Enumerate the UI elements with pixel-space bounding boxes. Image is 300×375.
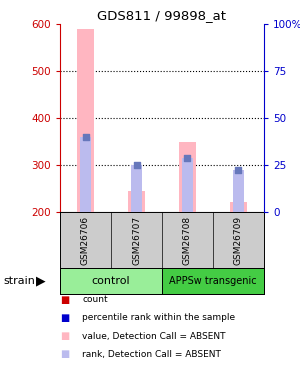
Bar	[60, 268, 162, 294]
Point	[185, 154, 190, 160]
Bar	[131, 165, 142, 212]
Bar	[162, 268, 264, 294]
Text: value, Detection Call = ABSENT: value, Detection Call = ABSENT	[82, 332, 226, 340]
Text: control: control	[92, 276, 130, 286]
Bar	[178, 142, 196, 212]
Bar	[230, 202, 247, 212]
Point	[134, 162, 139, 168]
Title: GDS811 / 99898_at: GDS811 / 99898_at	[98, 9, 226, 22]
Text: rank, Detection Call = ABSENT: rank, Detection Call = ABSENT	[82, 350, 221, 358]
Text: ▶: ▶	[36, 275, 45, 288]
Text: GSM26709: GSM26709	[234, 215, 243, 265]
Text: ■: ■	[60, 331, 69, 341]
Text: ■: ■	[60, 313, 69, 323]
Text: ■: ■	[60, 349, 69, 359]
Bar	[128, 191, 146, 212]
Text: ■: ■	[60, 295, 69, 305]
Bar	[80, 137, 91, 212]
Bar	[233, 170, 244, 212]
Point	[83, 134, 88, 140]
Text: percentile rank within the sample: percentile rank within the sample	[82, 314, 236, 322]
Text: GSM26708: GSM26708	[183, 215, 192, 265]
Text: strain: strain	[3, 276, 35, 286]
Text: GSM26707: GSM26707	[132, 215, 141, 265]
Bar	[182, 158, 193, 212]
Text: APPSw transgenic: APPSw transgenic	[169, 276, 257, 286]
Text: count: count	[82, 296, 108, 304]
Text: GSM26706: GSM26706	[81, 215, 90, 265]
Bar	[76, 29, 94, 212]
Point	[236, 166, 241, 172]
